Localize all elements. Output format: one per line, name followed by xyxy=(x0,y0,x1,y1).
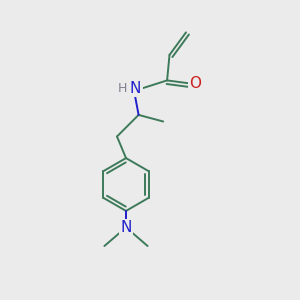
Text: N: N xyxy=(120,220,132,235)
Text: O: O xyxy=(190,76,202,91)
Text: H: H xyxy=(118,82,128,95)
Text: N: N xyxy=(130,81,141,96)
